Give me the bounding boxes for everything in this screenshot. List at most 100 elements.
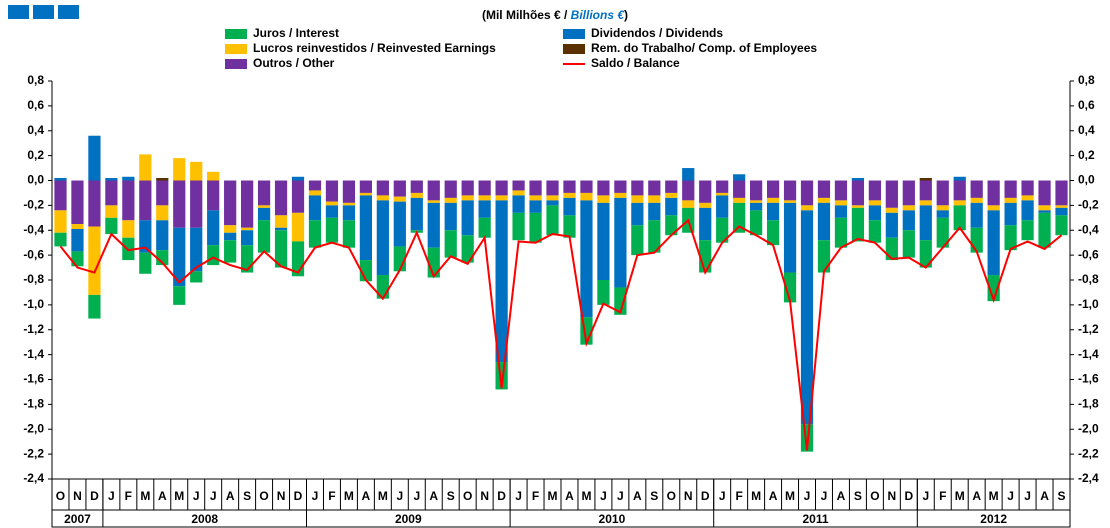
bar-segment bbox=[919, 205, 932, 241]
bar-segment bbox=[902, 205, 915, 211]
bar-segment bbox=[224, 225, 237, 233]
bar-segment bbox=[953, 176, 966, 181]
bar-segment bbox=[682, 180, 695, 201]
bar-segment bbox=[817, 202, 831, 241]
year-label: 2010 bbox=[599, 512, 626, 526]
bar-segment bbox=[834, 217, 848, 248]
x-tick-label: M bbox=[751, 489, 761, 503]
bar-segment bbox=[750, 180, 763, 201]
bar-segment bbox=[936, 180, 949, 206]
bar-segment bbox=[648, 180, 661, 196]
bar-segment bbox=[410, 180, 423, 193]
bar-segment bbox=[478, 180, 491, 196]
bar-segment bbox=[868, 200, 881, 206]
bar-segment bbox=[987, 275, 1000, 302]
x-tick-label: J bbox=[617, 489, 624, 503]
bar-segment bbox=[563, 197, 576, 216]
bar-segment bbox=[614, 192, 627, 198]
bar-segment bbox=[71, 224, 84, 230]
bar-segment bbox=[783, 200, 797, 203]
x-tick-label: A bbox=[769, 489, 778, 503]
x-tick-label: M bbox=[548, 489, 558, 503]
bar-segment bbox=[597, 180, 610, 196]
bar-segment bbox=[970, 197, 983, 203]
x-tick-label: F bbox=[532, 489, 539, 503]
y-tick-label: -2,4 bbox=[23, 471, 44, 485]
x-tick-label: D bbox=[497, 489, 506, 503]
bar-segment bbox=[766, 220, 780, 246]
bar-segment bbox=[817, 197, 831, 203]
bar-segment bbox=[529, 180, 542, 196]
bar-segment bbox=[257, 180, 271, 206]
bar-segment bbox=[308, 180, 322, 191]
bar-segment bbox=[936, 210, 949, 218]
y2-tick-label: 0,2 bbox=[1078, 148, 1095, 162]
chart-title: (Mil Milhões € / Billions €) bbox=[482, 8, 628, 22]
year-label: 2007 bbox=[64, 512, 91, 526]
balance-line bbox=[59, 218, 1063, 451]
bar-segment bbox=[1021, 195, 1034, 201]
y2-tick-label: -1,6 bbox=[1078, 372, 1099, 386]
bar-segment bbox=[139, 154, 152, 181]
bar-segment bbox=[173, 227, 186, 287]
year-label: 2011 bbox=[802, 512, 828, 526]
y-tick-label: -0,8 bbox=[23, 272, 44, 286]
y-tick-label: -1,8 bbox=[23, 397, 44, 411]
bar-segment bbox=[902, 210, 915, 231]
x-tick-label: A bbox=[429, 489, 438, 503]
x-tick-label: N bbox=[277, 489, 286, 503]
bar-segment bbox=[444, 180, 457, 198]
bar-segment bbox=[783, 180, 797, 201]
y-tick-label: -2,2 bbox=[23, 446, 44, 460]
legend-swatch bbox=[563, 29, 585, 39]
x-tick-label: S bbox=[650, 489, 658, 503]
bar-segment bbox=[919, 178, 932, 181]
bar-segment bbox=[207, 245, 220, 266]
bar-segment bbox=[868, 180, 881, 201]
bar-segment bbox=[461, 195, 474, 201]
bar-segment bbox=[139, 220, 152, 253]
x-tick-label: J bbox=[821, 489, 828, 503]
bar-segment bbox=[529, 200, 542, 213]
year-label: 2012 bbox=[980, 512, 1007, 526]
x-tick-label: J bbox=[1007, 489, 1014, 503]
bar-segment bbox=[427, 200, 440, 203]
y2-tick-label: 0,0 bbox=[1078, 173, 1095, 187]
bar-segment bbox=[1038, 205, 1051, 211]
x-tick-label: D bbox=[904, 489, 913, 503]
x-tick-label: S bbox=[854, 489, 862, 503]
bar-segment bbox=[648, 220, 661, 253]
title-part: (Mil Milhões € / bbox=[482, 8, 571, 22]
y2-tick-label: -2,2 bbox=[1078, 446, 1099, 460]
bar-segment bbox=[54, 180, 67, 211]
x-tick-label: M bbox=[581, 489, 591, 503]
y2-tick-label: 0,8 bbox=[1078, 73, 1095, 87]
bar-segment bbox=[105, 180, 118, 206]
bar-segment bbox=[342, 180, 356, 203]
legend-label: Rem. do Trabalho/ Comp. of Employees bbox=[591, 41, 817, 55]
bar-segment bbox=[495, 180, 508, 196]
y-tick-label: -2,0 bbox=[23, 421, 44, 435]
bar-segment bbox=[241, 230, 254, 246]
bar-segment bbox=[631, 225, 644, 256]
bar-segment bbox=[495, 200, 508, 363]
legend-label: Dividendos / Dividends bbox=[591, 26, 723, 40]
x-tick-label: J bbox=[515, 489, 522, 503]
bar-segment bbox=[766, 202, 780, 221]
x-tick-label: A bbox=[362, 489, 371, 503]
bar-segment bbox=[766, 180, 780, 198]
x-tick-label: N bbox=[684, 489, 693, 503]
bar-segment bbox=[105, 178, 118, 181]
bar-segment bbox=[580, 200, 593, 318]
bar-segment bbox=[953, 205, 966, 231]
x-tick-label: A bbox=[837, 489, 846, 503]
bar-segment bbox=[834, 180, 848, 201]
bar-segment bbox=[851, 207, 865, 242]
bar-segment bbox=[733, 174, 746, 181]
bar-segment bbox=[173, 180, 186, 228]
bar-segment bbox=[1021, 200, 1034, 221]
bar-segment bbox=[800, 205, 814, 211]
bar-segment bbox=[716, 217, 729, 243]
bar-segment bbox=[783, 202, 797, 273]
